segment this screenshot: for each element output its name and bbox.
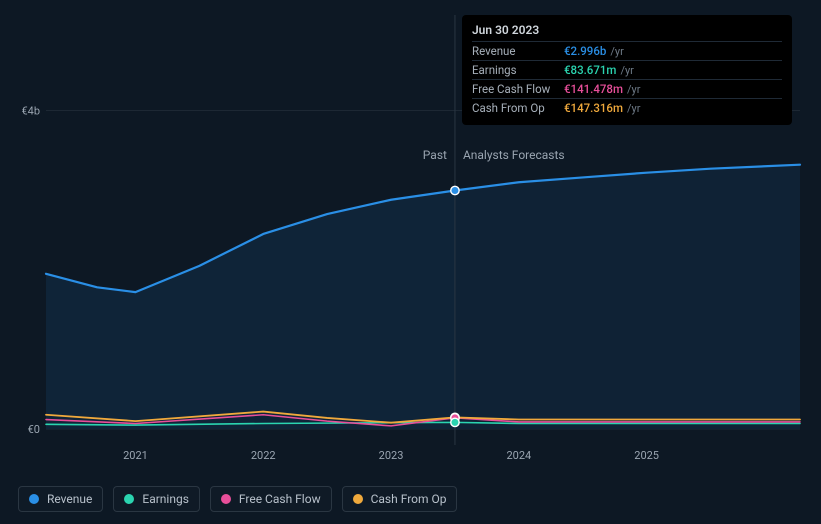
tooltip-metric-label: Free Cash Flow: [472, 82, 564, 96]
tooltip-unit: /yr: [627, 102, 640, 115]
legend-item-revenue[interactable]: Revenue: [18, 486, 103, 512]
legend-label: Free Cash Flow: [239, 492, 321, 506]
tooltip-row: Earnings€83.671m/yr: [472, 60, 782, 79]
legend-swatch: [221, 494, 231, 504]
tooltip-unit: /yr: [620, 64, 633, 77]
legend-swatch: [29, 494, 39, 504]
x-tick-label: 2025: [634, 449, 659, 462]
legend-label: Earnings: [142, 492, 189, 506]
legend-item-cfo[interactable]: Cash From Op: [342, 486, 458, 512]
x-tick-label: 2024: [506, 449, 531, 462]
tooltip-unit: /yr: [627, 83, 640, 96]
legend-item-earnings[interactable]: Earnings: [113, 486, 200, 512]
tooltip-metric-label: Cash From Op: [472, 101, 564, 115]
legend-item-fcf[interactable]: Free Cash Flow: [210, 486, 332, 512]
x-tick-label: 2022: [251, 449, 276, 462]
financial-chart: €0 €4b 2021 2022 2023 2024 2025 Past Analysts Fo…: [0, 0, 821, 524]
hover-tooltip: Jun 30 2023 Revenue€2.996b/yrEarnings€83…: [462, 15, 792, 125]
tooltip-metric-value: €2.996b: [564, 44, 606, 58]
y-tick-label: €4b: [21, 105, 40, 118]
forecast-label: Analysts Forecasts: [463, 148, 565, 162]
tooltip-row: Free Cash Flow€141.478m/yr: [472, 79, 782, 98]
tooltip-row: Revenue€2.996b/yr: [472, 41, 782, 60]
tooltip-row: Cash From Op€147.316m/yr: [472, 98, 782, 117]
legend-swatch: [353, 494, 363, 504]
legend-label: Revenue: [47, 492, 92, 506]
tooltip-metric-value: €83.671m: [564, 63, 616, 77]
tooltip-date: Jun 30 2023: [472, 23, 782, 37]
legend: Revenue Earnings Free Cash Flow Cash From O…: [18, 486, 457, 512]
tooltip-metric-label: Revenue: [472, 44, 564, 58]
tooltip-metric-value: €141.478m: [564, 82, 623, 96]
past-label: Past: [423, 148, 447, 162]
revenue-area: [455, 165, 800, 429]
legend-swatch: [124, 494, 134, 504]
earnings-marker: [451, 418, 459, 426]
x-tick-label: 2023: [379, 449, 404, 462]
tooltip-metric-label: Earnings: [472, 63, 564, 77]
tooltip-metric-value: €147.316m: [564, 101, 623, 115]
tooltip-unit: /yr: [610, 45, 623, 58]
revenue-marker: [451, 186, 459, 194]
legend-label: Cash From Op: [371, 492, 447, 506]
y-tick-label: €0: [28, 423, 40, 436]
x-tick-label: 2021: [123, 449, 148, 462]
